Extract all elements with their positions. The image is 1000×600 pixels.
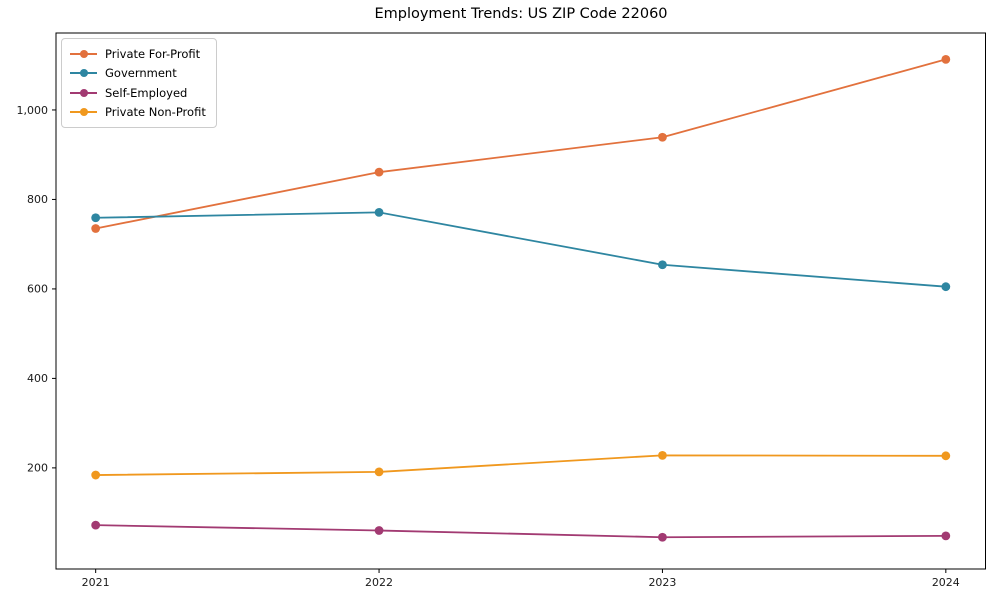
legend-item-private-non-profit: Private Non-Profit — [70, 103, 206, 123]
data-point-marker — [658, 532, 667, 542]
axes-spines — [55, 32, 986, 570]
legend-item-government: Government — [70, 64, 206, 84]
y-tick-label: 400 — [27, 372, 48, 385]
data-point-marker — [374, 208, 384, 217]
legend-label: Private Non-Profit — [105, 105, 206, 120]
data-point-marker — [658, 132, 667, 142]
x-tick-label: 2024 — [932, 576, 960, 589]
data-point-marker — [374, 526, 384, 535]
legend-label: Private For-Profit — [105, 46, 201, 61]
data-point-marker — [91, 520, 101, 530]
legend-label: Self-Employed — [105, 85, 188, 100]
series-line-government — [94, 211, 947, 288]
y-tick-label: 800 — [27, 193, 48, 206]
x-tick-label: 2022 — [365, 576, 393, 589]
x-tick-label: 2021 — [82, 576, 110, 589]
legend-line-marker-icon — [70, 49, 97, 58]
chart-title: Employment Trends: US ZIP Code 22060 — [374, 6, 668, 22]
series-line-self-employed — [94, 524, 947, 539]
legend-label: Government — [105, 66, 177, 81]
data-point-marker — [91, 470, 101, 480]
data-point-marker — [941, 451, 951, 461]
data-point-marker — [941, 531, 951, 541]
data-point-marker — [941, 54, 951, 64]
data-point-marker — [91, 213, 101, 223]
legend-line-marker-icon — [70, 88, 97, 97]
legend-item-private-for-profit: Private For-Profit — [70, 44, 206, 64]
data-point-marker — [658, 260, 667, 270]
data-point-marker — [658, 450, 667, 460]
legend-line-marker-icon — [70, 108, 97, 117]
legend-item-self-employed: Self-Employed — [70, 83, 206, 103]
y-tick-label: 200 — [27, 462, 48, 475]
data-point-marker — [91, 224, 101, 233]
x-tick-label: 2023 — [648, 576, 676, 589]
y-tick-label: 600 — [27, 283, 48, 296]
series-line-private-non-profit — [94, 454, 947, 476]
chart-legend: Private For-Profit Government Self-Employe… — [61, 38, 217, 128]
series-line-private-for-profit — [94, 58, 947, 230]
data-point-marker — [374, 467, 384, 477]
y-tick-label: 1,000 — [17, 104, 49, 117]
data-point-marker — [941, 282, 951, 292]
data-point-marker — [374, 167, 384, 177]
legend-line-marker-icon — [70, 69, 97, 78]
